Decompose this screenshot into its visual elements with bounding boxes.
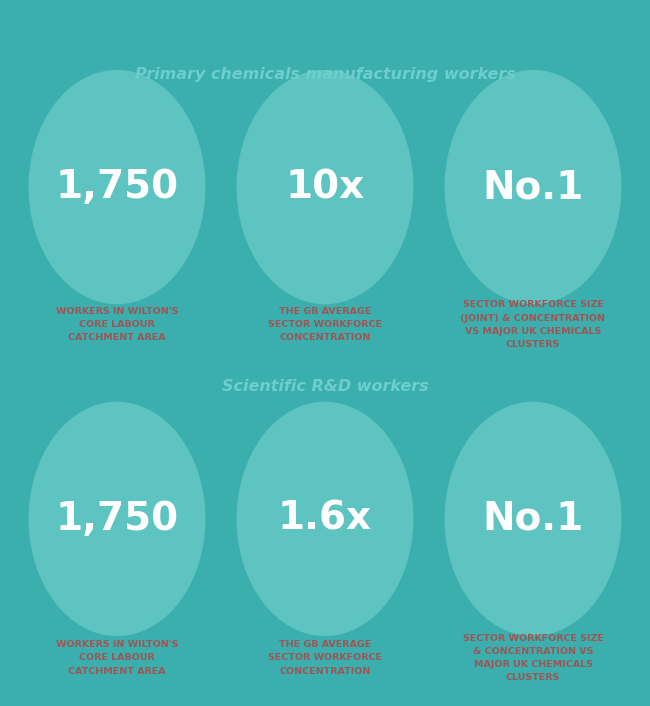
Ellipse shape <box>237 402 413 635</box>
Ellipse shape <box>29 402 205 635</box>
Ellipse shape <box>445 71 621 304</box>
Ellipse shape <box>29 71 205 304</box>
Text: No.1: No.1 <box>482 500 584 538</box>
Text: SECTOR WORKFORCE SIZE
& CONCENTRATION VS
MAJOR UK CHEMICALS
CLUSTERS: SECTOR WORKFORCE SIZE & CONCENTRATION VS… <box>463 634 603 682</box>
Ellipse shape <box>237 71 413 304</box>
Text: 1,750: 1,750 <box>55 500 179 538</box>
Text: THE GB AVERAGE
SECTOR WORKFORCE
CONCENTRATION: THE GB AVERAGE SECTOR WORKFORCE CONCENTR… <box>268 307 382 342</box>
Text: WORKERS IN WILTON'S
CORE LABOUR
CATCHMENT AREA: WORKERS IN WILTON'S CORE LABOUR CATCHMEN… <box>56 640 178 676</box>
Text: 1.6x: 1.6x <box>278 500 372 538</box>
Text: Scientific R&D workers: Scientific R&D workers <box>222 379 428 395</box>
Text: Primary chemicals manufacturing workers: Primary chemicals manufacturing workers <box>135 66 515 82</box>
Ellipse shape <box>445 402 621 635</box>
Text: THE GB AVERAGE
SECTOR WORKFORCE
CONCENTRATION: THE GB AVERAGE SECTOR WORKFORCE CONCENTR… <box>268 640 382 676</box>
Text: 10x: 10x <box>285 168 365 206</box>
Text: 1,750: 1,750 <box>55 168 179 206</box>
Text: WORKERS IN WILTON'S
CORE LABOUR
CATCHMENT AREA: WORKERS IN WILTON'S CORE LABOUR CATCHMEN… <box>56 307 178 342</box>
Text: No.1: No.1 <box>482 168 584 206</box>
Text: SECTOR WORKFORCE SIZE
(JOINT) & CONCENTRATION
VS MAJOR UK CHEMICALS
CLUSTERS: SECTOR WORKFORCE SIZE (JOINT) & CONCENTR… <box>460 301 606 349</box>
